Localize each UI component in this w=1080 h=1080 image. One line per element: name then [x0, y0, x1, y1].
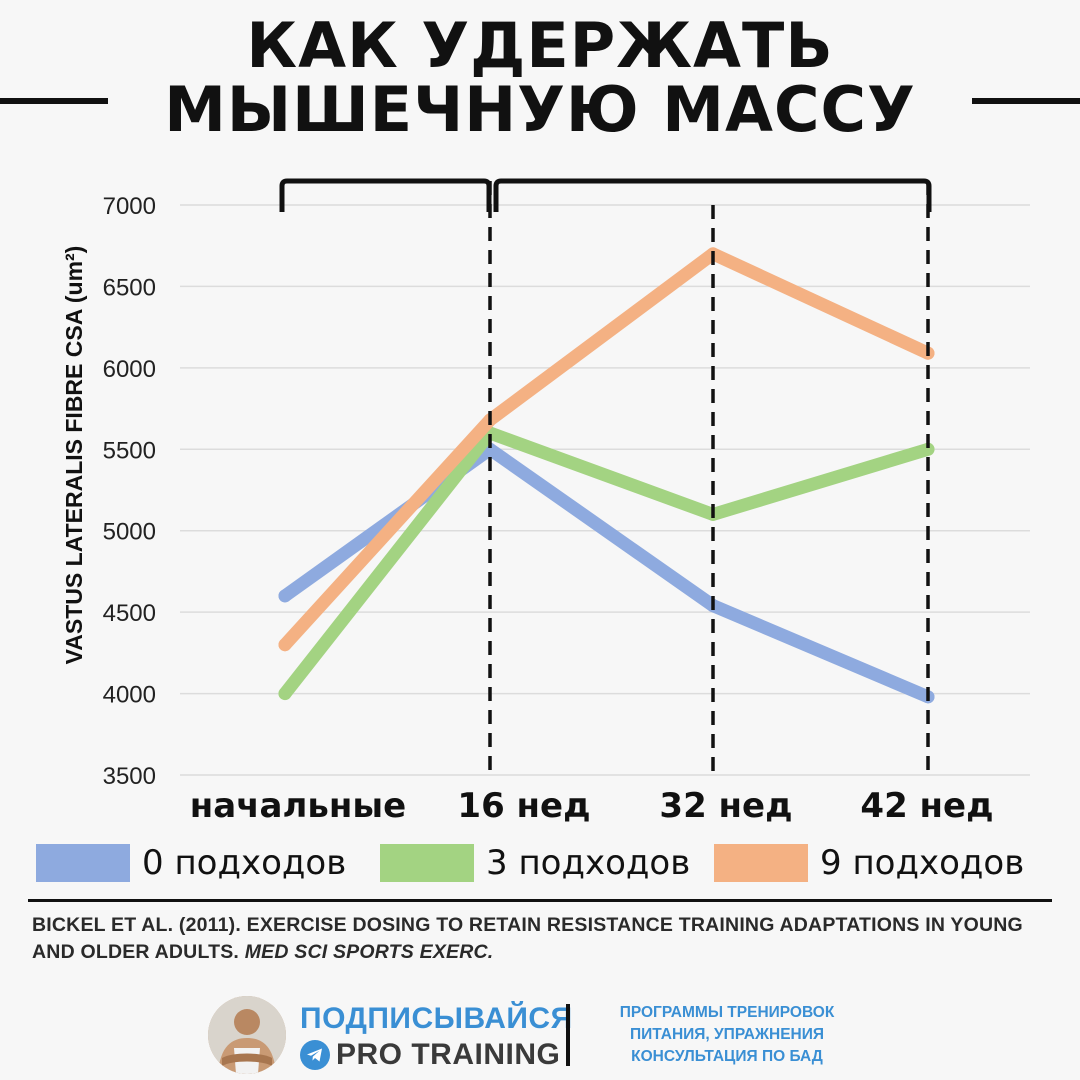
channel-link[interactable]: PRO TRAINING: [300, 1038, 560, 1072]
promo-text: ПРОГРАММЫ ТРЕНИРОВОК ПИТАНИЯ, УПРАЖНЕНИЯ…: [602, 1002, 852, 1068]
promo-line-3: КОНСУЛЬТАЦИЯ ПО БАД: [631, 1048, 823, 1065]
y-tick-6000: 6000: [103, 356, 156, 383]
legend-label-2: 9 подходов: [820, 843, 1025, 883]
point-1-0: [278, 687, 292, 701]
x-tick-1: 16 нед: [457, 786, 590, 826]
series-line-1: [278, 426, 935, 701]
promo-line-2: ПИТАНИЯ, УПРАЖНЕНИЯ: [629, 1026, 825, 1043]
subscribe-label: ПОДПИСЫВАЙСЯ: [300, 1002, 573, 1035]
legend-swatch-1: [380, 844, 474, 882]
point-2-0: [278, 638, 292, 652]
page-title: КАК УДЕРЖАТЬ МЫШЕЧНУЮ МАССУ: [0, 14, 1080, 142]
promo-line-1: ПРОГРАММЫ ТРЕНИРОВОК: [619, 1004, 835, 1021]
y-tick-6500: 6500: [103, 274, 156, 301]
citation: BICKEL ET AL. (2011). EXERCISE DOSING TO…: [32, 912, 1042, 966]
legend: 0 подходов 3 подходов 9 подходов: [0, 838, 1080, 888]
x-tick-0: начальные: [190, 786, 406, 826]
divider: [28, 899, 1052, 902]
y-tick-4500: 4500: [103, 600, 156, 627]
point-1-3: [921, 442, 935, 456]
series-line-2: [278, 247, 935, 652]
series-lines: [278, 247, 935, 704]
y-axis-label: VASTUS LATERALIS FIBRE CSA (um²): [61, 246, 87, 665]
avatar-image: [208, 996, 286, 1074]
legend-item-0: 0 подходов: [36, 838, 346, 888]
y-tick-3500: 3500: [103, 763, 156, 790]
channel-name: PRO TRAINING: [336, 1038, 561, 1071]
period-brackets: [279, 178, 932, 212]
line-chart: 3500 4000 4500 5000 5500 6000 6500 7000 VASTUS …: [61, 178, 1030, 826]
y-tick-labels: 3500 4000 4500 5000 5500 6000 6500 7000: [103, 193, 156, 790]
x-tick-labels: начальные 16 нед 32 нед 42 нед: [190, 786, 994, 826]
bracket-baseline-phase: [279, 178, 492, 212]
telegram-icon: [300, 1040, 330, 1070]
x-tick-3: 42 нед: [860, 786, 993, 826]
footer-separator: [566, 1004, 570, 1066]
x-tick-2: 32 нед: [659, 786, 792, 826]
title-rule-left: [0, 98, 108, 104]
legend-swatch-0: [36, 844, 130, 882]
timepoint-markers: [488, 181, 930, 775]
y-tick-4000: 4000: [103, 682, 156, 709]
title-rule-right: [972, 98, 1080, 104]
avatar[interactable]: [208, 996, 286, 1074]
legend-item-1: 3 подходов: [380, 838, 690, 888]
citation-authors: BICKEL ET AL. (2011). EXERCISE DOSING TO…: [32, 914, 1023, 963]
y-tick-7000: 7000: [103, 193, 156, 220]
title-line-2: МЫШЕЧНУЮ МАССУ: [164, 73, 916, 146]
legend-label-0: 0 подходов: [142, 843, 347, 883]
citation-journal: MED SCI SPORTS EXERC.: [244, 941, 494, 963]
legend-label-1: 3 подходов: [486, 843, 691, 883]
y-tick-5500: 5500: [103, 437, 156, 464]
legend-swatch-2: [714, 844, 808, 882]
footer: ПОДПИСЫВАЙСЯ PRO TRAINING ПРОГРАММЫ ТРЕН…: [0, 990, 1080, 1080]
title-line-1: КАК УДЕРЖАТЬ: [246, 9, 834, 82]
series-line-0: [278, 442, 935, 704]
y-tick-5000: 5000: [103, 519, 156, 546]
legend-item-2: 9 подходов: [714, 838, 1024, 888]
point-0-0: [278, 589, 292, 603]
